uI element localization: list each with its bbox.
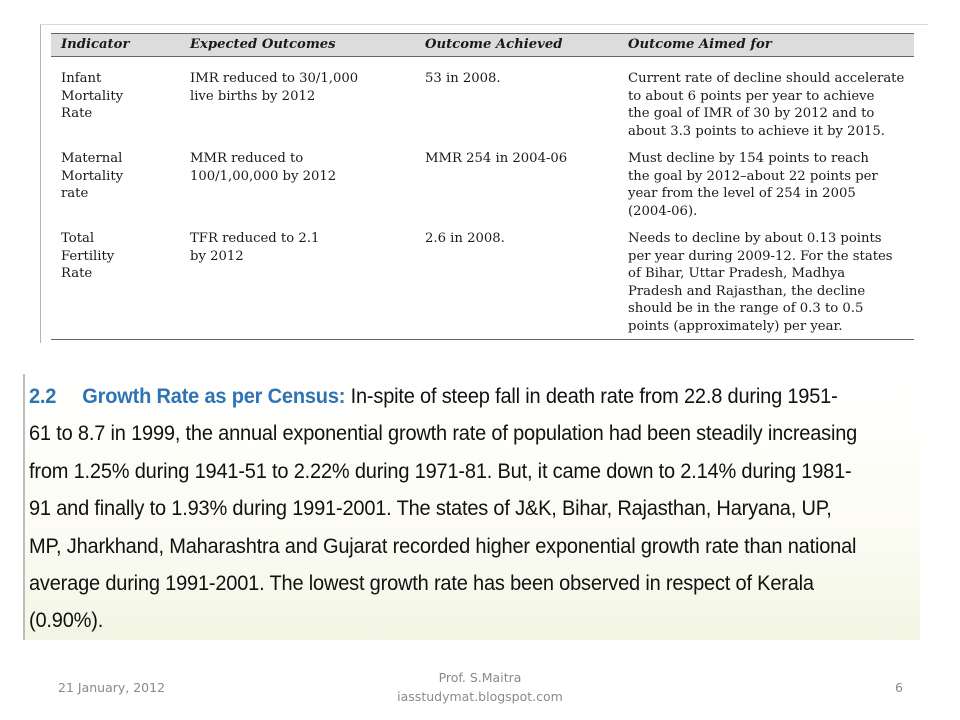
cell-line: points (approximately) per year.: [628, 318, 843, 334]
cell-line: of Bihar, Uttar Pradesh, Madhya: [628, 266, 846, 281]
census-paragraph: 2.2 Growth Rate as per Census: In-spite o…: [29, 378, 914, 640]
cell-line: should be in the range of 0.3 to 0.5: [628, 301, 864, 316]
cell-achieved: 53 in 2008.: [425, 71, 501, 86]
footer-credit: Prof. S.Maitra iasstudymat.blogspot.com: [330, 668, 630, 706]
cell-line: Fertility: [61, 248, 115, 264]
cell-line: TFR reduced to 2.1: [190, 231, 320, 246]
census-growth-section: 2.2 Growth Rate as per Census: In-spite o…: [23, 374, 920, 640]
cell-line: per year during 2009-12. For the states: [628, 248, 893, 264]
cell-line: by 2012: [190, 248, 244, 264]
cell-achieved: 2.6 in 2008.: [415, 228, 618, 340]
cell-line: year from the level of 254 in 2005: [628, 186, 856, 201]
footer-author: Prof. S.Maitra: [438, 670, 522, 685]
cell-line: Must decline by 154 points to reach: [628, 151, 869, 166]
paragraph-line: MP, Jharkhand, Maharashtra and Gujarat r…: [29, 533, 857, 558]
cell-line: Needs to decline by about 0.13 points: [628, 231, 882, 246]
table-row: Total Fertility Rate TFR reduced to 2.1 …: [51, 228, 914, 340]
outcomes-table-image: Indicator Expected Outcomes Outcome Achi…: [40, 24, 928, 343]
cell-line: Mortality: [61, 88, 124, 104]
paragraph-line: from 1.25% during 1941-51 to 2.22% durin…: [29, 458, 852, 483]
cell-line: about 3.3 points to achieve it by 2015.: [628, 123, 885, 139]
header-outcome-aimed-for: Outcome Aimed for: [618, 33, 914, 57]
paragraph-line: In-spite of steep fall in death rate fro…: [350, 384, 838, 408]
cell-aimed: Must decline by 154 points to reach the …: [618, 148, 914, 228]
cell-expected: MMR reduced to 100/1,00,000 by 2012: [180, 148, 415, 228]
section-number: 2.2: [29, 384, 57, 408]
cell-line: Current rate of decline should accelerat…: [628, 71, 905, 86]
cell-line: Total: [61, 231, 95, 246]
cell-line: live births by 2012: [190, 88, 316, 104]
cell-aimed: Current rate of decline should accelerat…: [618, 57, 914, 149]
paragraph-line: average during 1991-2001. The lowest gro…: [29, 571, 814, 596]
cell-line: the goal by 2012–about 22 points per: [628, 168, 878, 184]
cell-line: the goal of IMR of 30 by 2012 and to: [628, 106, 875, 121]
cell-line: Rate: [61, 106, 93, 121]
footer-site: iasstudymat.blogspot.com: [397, 689, 563, 704]
cell-line: MMR reduced to: [190, 151, 304, 166]
cell-line: to about 6 points per year to achieve: [628, 88, 875, 104]
table-row: Infant Mortality Rate IMR reduced to 30/…: [51, 57, 914, 149]
cell-line: Mortality: [61, 168, 124, 184]
cell-line: Infant: [61, 71, 102, 86]
header-indicator: Indicator: [51, 33, 180, 57]
header-outcome-achieved: Outcome Achieved: [415, 33, 618, 57]
cell-line: IMR reduced to 30/1,000: [190, 71, 359, 86]
paragraph-line: 91 and finally to 1.93% during 1991-2001…: [29, 496, 832, 521]
cell-line: rate: [61, 186, 89, 201]
section-title: Growth Rate as per Census:: [82, 384, 346, 408]
table-header-row: Indicator Expected Outcomes Outcome Achi…: [51, 33, 914, 57]
cell-indicator: Total Fertility Rate: [51, 228, 180, 340]
paragraph-line: 61 to 8.7 in 1999, the annual exponentia…: [29, 421, 858, 446]
slide-footer: 21 January, 2012 Prof. S.Maitra iasstudy…: [0, 668, 960, 708]
footer-page-number: 6: [895, 680, 903, 695]
header-expected-outcomes: Expected Outcomes: [180, 33, 415, 57]
footer-date: 21 January, 2012: [58, 680, 166, 695]
cell-line: Pradesh and Rajasthan, the decline: [628, 283, 866, 299]
cell-indicator: Infant Mortality Rate: [51, 57, 180, 149]
cell-line: 100/1,00,000 by 2012: [190, 168, 337, 184]
table-row: Maternal Mortality rate MMR reduced to 1…: [51, 148, 914, 228]
outcomes-table: Indicator Expected Outcomes Outcome Achi…: [51, 33, 914, 340]
cell-line: Maternal: [61, 151, 123, 166]
cell-line: (2004-06).: [628, 203, 698, 219]
cell-expected: IMR reduced to 30/1,000 live births by 2…: [180, 57, 415, 149]
cell-aimed: Needs to decline by about 0.13 points pe…: [618, 228, 914, 340]
cell-achieved: MMR 254 in 2004-06: [425, 151, 568, 166]
cell-indicator: Maternal Mortality rate: [51, 148, 180, 228]
paragraph-line: (0.90%).: [29, 608, 104, 633]
cell-expected: TFR reduced to 2.1 by 2012: [180, 228, 415, 340]
cell-line: Rate: [61, 266, 93, 281]
